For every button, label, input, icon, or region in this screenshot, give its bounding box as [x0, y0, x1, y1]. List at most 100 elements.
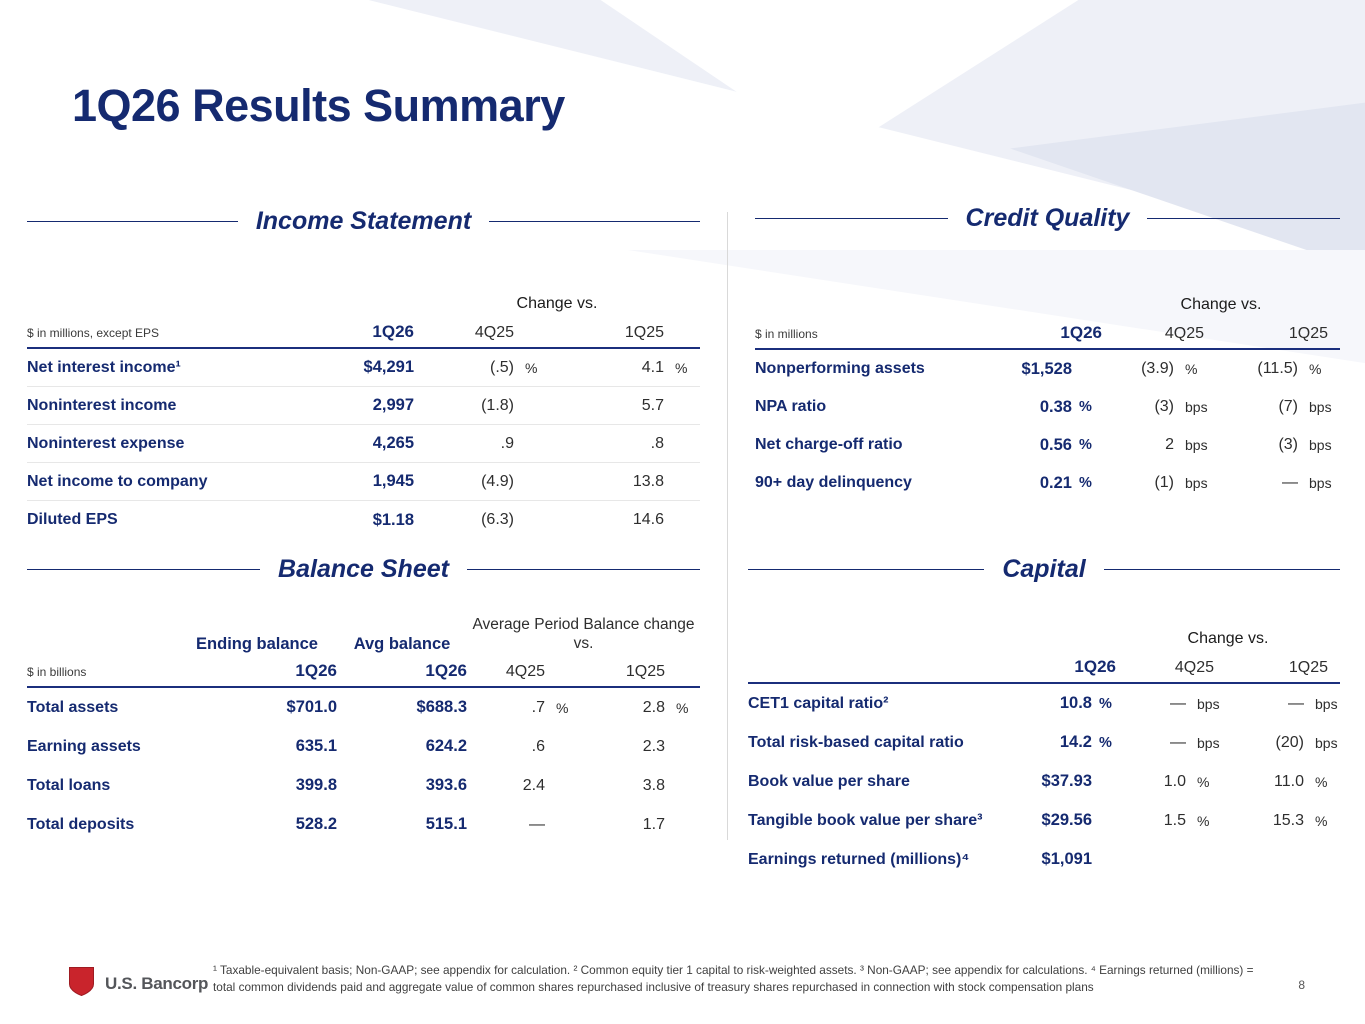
row-label: 90+ day delinquency: [755, 474, 912, 491]
us-bancorp-shield-icon: [68, 966, 95, 1002]
change-vs-1q25: —: [1282, 474, 1298, 491]
row-label: Book value per share: [748, 772, 910, 790]
change-vs-1q25: (20): [1275, 733, 1304, 751]
change-vs-1q25: 4.1: [641, 358, 664, 376]
change-vs-1q25: 2.8: [642, 698, 665, 716]
change-vs-1q25: 15.3: [1272, 811, 1304, 829]
ending-balance-value: 399.8: [295, 776, 337, 794]
change-vs-1q25: 1.7: [642, 815, 665, 833]
column-header-1q25: 1Q25: [625, 663, 665, 680]
row-label: Noninterest expense: [27, 434, 185, 452]
change-unit: %: [556, 699, 569, 716]
change-vs-4q25: .7: [531, 698, 545, 716]
column-header-row: $ in millions, except EPS 1Q26 4Q25 1Q25: [27, 313, 700, 349]
table-row: Book value per share $37.93 1.0 % 11.0 %: [748, 762, 1340, 801]
ending-balance-value: 528.2: [295, 815, 337, 833]
change-unit: bps: [1309, 399, 1332, 415]
table-row: Diluted EPS $1.18 (6.3) 14.6: [27, 501, 700, 539]
change-unit: bps: [1185, 475, 1208, 491]
page-title: 1Q26 Results Summary: [72, 80, 565, 131]
row-label: Diluted EPS: [27, 511, 118, 528]
current-value: 4,265: [372, 434, 414, 452]
table-row: Total deposits 528.2 515.1 — 1.7: [27, 805, 700, 844]
current-value: 0.21: [1039, 473, 1072, 492]
column-header-row: $ in millions 1Q26 4Q25 1Q25: [755, 314, 1340, 350]
column-header-row: $ in billions 1Q26 1Q26 4Q25 1Q25: [27, 656, 700, 688]
table-row: 90+ day delinquency 0.21 % (1) bps — bps: [755, 464, 1340, 502]
logo-wordmark: U.S. Bancorp: [105, 974, 209, 993]
row-label: NPA ratio: [755, 398, 827, 415]
footnotes: ¹ Taxable-equivalent basis; Non-GAAP; se…: [213, 963, 1254, 994]
section-title: Capital: [1002, 555, 1086, 583]
column-header-4q25: 4Q25: [474, 324, 514, 341]
column-header-avg-1q26: 1Q26: [425, 661, 467, 680]
income-statement-table: Change vs. $ in millions, except EPS 1Q2…: [27, 285, 700, 539]
current-value: 0.38: [1039, 397, 1072, 416]
change-vs-4q25: .6: [531, 737, 545, 755]
credit-quality-table: Change vs. $ in millions 1Q26 4Q25 1Q25 …: [755, 286, 1340, 502]
change-vs-1q25: 2.3: [642, 737, 665, 755]
value-unit: %: [1079, 437, 1092, 453]
avg-period-change-header: Average Period Balance change vs.: [472, 616, 695, 653]
section-header-capital: Capital: [748, 555, 1341, 584]
table-row: Earning assets 635.1 624.2 .6 2.3: [27, 727, 700, 766]
unit-note: $ in millions: [755, 327, 818, 341]
capital-table: Change vs. 1Q26 4Q25 1Q25 CET1 capital r…: [748, 610, 1340, 879]
column-divider: [727, 212, 728, 840]
change-unit: %: [1315, 773, 1328, 790]
change-unit: %: [1315, 812, 1328, 829]
table-row: Tangible book value per share³ $29.56 1.…: [748, 801, 1340, 840]
current-value: 14.2: [1059, 733, 1092, 751]
column-header-row: 1Q26 4Q25 1Q25: [748, 648, 1340, 684]
column-header-1q26: 1Q26: [372, 322, 414, 341]
avg-balance-header: Avg balance: [353, 635, 451, 653]
unit-note: $ in millions, except EPS: [27, 326, 160, 340]
table-row: Total loans 399.8 393.6 2.4 3.8: [27, 766, 700, 805]
row-label: Earnings returned (millions)⁴: [748, 850, 970, 868]
avg-balance-value: 624.2: [425, 737, 467, 755]
section-header-credit-quality: Credit Quality: [755, 204, 1341, 233]
current-value: $4,291: [363, 358, 414, 376]
change-unit: bps: [1309, 475, 1332, 491]
row-label: Tangible book value per share³: [748, 811, 983, 829]
change-vs-1q25: 14.6: [632, 511, 664, 528]
row-label: Earning assets: [27, 737, 141, 755]
change-unit: bps: [1315, 695, 1338, 712]
current-value: 1,945: [372, 472, 414, 490]
section-rule-left: [27, 568, 261, 571]
change-vs-label: Change vs.: [1187, 630, 1269, 647]
value-unit: %: [1099, 695, 1112, 712]
page-number: 8: [1298, 978, 1305, 992]
row-label: Total loans: [27, 776, 111, 794]
table-row: Nonperforming assets $1,528 (3.9) % (11.…: [755, 350, 1340, 388]
section-rule-left: [755, 217, 948, 220]
value-unit: %: [1079, 399, 1092, 415]
table-row: NPA ratio 0.38 % (3) bps (7) bps: [755, 388, 1340, 426]
change-vs-label: Change vs.: [516, 295, 598, 312]
change-vs-1q25: 5.7: [641, 396, 664, 414]
change-unit: bps: [1185, 399, 1208, 415]
change-vs-1q25: 13.8: [632, 472, 664, 490]
change-vs-4q25: 2: [1165, 436, 1174, 453]
column-header-4q25: 4Q25: [1174, 659, 1214, 676]
change-vs-4q25: 1.5: [1163, 811, 1186, 829]
table-row: Net interest income¹ $4,291 (.5) % 4.1 %: [27, 349, 700, 387]
section-rule-left: [27, 220, 238, 223]
section-rule-right: [466, 568, 701, 571]
change-vs-4q25: (1.8): [481, 396, 514, 414]
column-header-1q26: 1Q26: [1074, 657, 1116, 676]
value-unit: %: [1079, 475, 1092, 491]
column-header-1q25: 1Q25: [624, 324, 664, 341]
column-header-1q26: 1Q26: [1060, 323, 1102, 342]
change-vs-1q25: —: [1288, 694, 1304, 712]
change-vs-4q25: (3): [1154, 398, 1174, 415]
change-unit: bps: [1185, 437, 1208, 453]
current-value: $29.56: [1041, 811, 1092, 829]
current-value: 0.56: [1039, 435, 1072, 454]
table-row: Net income to company 1,945 (4.9) 13.8: [27, 463, 700, 501]
change-vs-1q25: 11.0: [1274, 772, 1304, 790]
section-rule-right: [1147, 217, 1341, 220]
change-unit: bps: [1309, 437, 1332, 453]
change-vs-4q25: (.5): [490, 358, 514, 376]
